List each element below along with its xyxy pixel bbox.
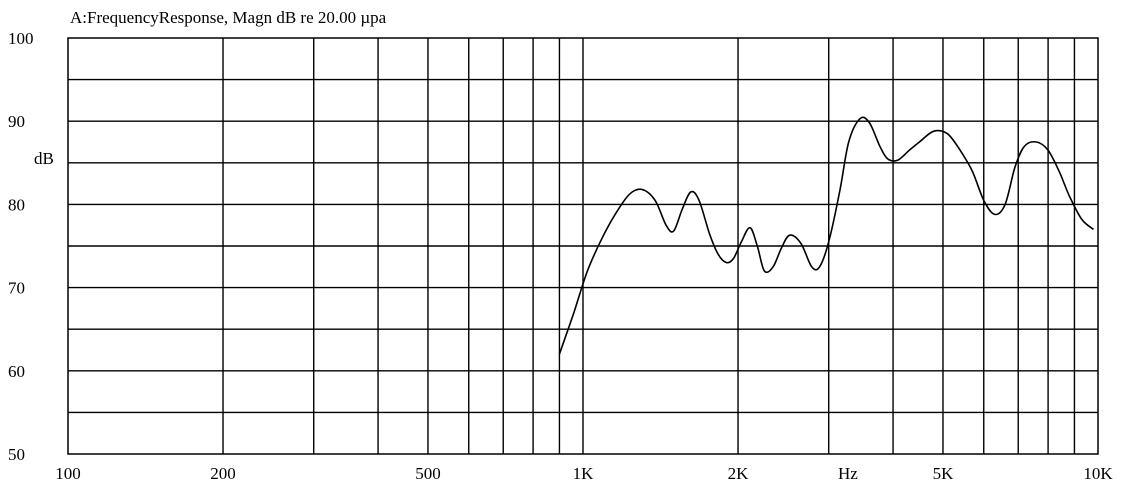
chart-title: A:FrequencyResponse, Magn dB re 20.00 µp… [70,8,387,27]
x-tick-label: 2K [728,464,750,483]
y-tick-label: 90 [8,112,25,131]
x-tick-label: 1K [573,464,595,483]
y-tick-label: 70 [8,279,25,298]
x-tick-label: 5K [933,464,955,483]
y-tick-label: 100 [8,29,34,48]
y-tick-label: 80 [8,195,25,214]
y-axis-label: dB [34,149,54,168]
y-tick-label: 50 [8,445,25,464]
x-axis-labels: 100 200 500 1K 2K 5K 10K [55,464,1113,483]
x-tick-label: 100 [55,464,81,483]
x-tick-label: 500 [415,464,441,483]
x-tick-label: 10K [1083,464,1113,483]
x-tick-label: 200 [210,464,236,483]
y-axis-labels: 100 90 80 70 60 50 [8,29,34,464]
plot-frame [67,37,1099,455]
series-line [558,116,1095,355]
grid [68,38,1098,454]
x-axis-label: Hz [838,464,858,483]
y-tick-label: 60 [8,362,25,381]
